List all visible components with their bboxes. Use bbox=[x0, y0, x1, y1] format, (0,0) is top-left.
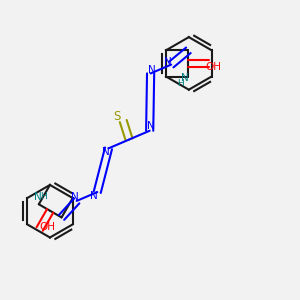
Text: N: N bbox=[148, 65, 156, 75]
Text: N: N bbox=[147, 121, 155, 131]
Text: H: H bbox=[177, 79, 183, 88]
Text: N: N bbox=[90, 191, 98, 201]
Text: N: N bbox=[71, 192, 79, 202]
Text: H: H bbox=[40, 192, 47, 201]
Text: N: N bbox=[102, 147, 110, 157]
Text: N: N bbox=[34, 192, 42, 202]
Text: OH: OH bbox=[39, 223, 55, 232]
Text: S: S bbox=[114, 110, 121, 123]
Text: N: N bbox=[181, 73, 188, 83]
Text: N: N bbox=[164, 57, 172, 67]
Text: OH: OH bbox=[205, 62, 221, 72]
